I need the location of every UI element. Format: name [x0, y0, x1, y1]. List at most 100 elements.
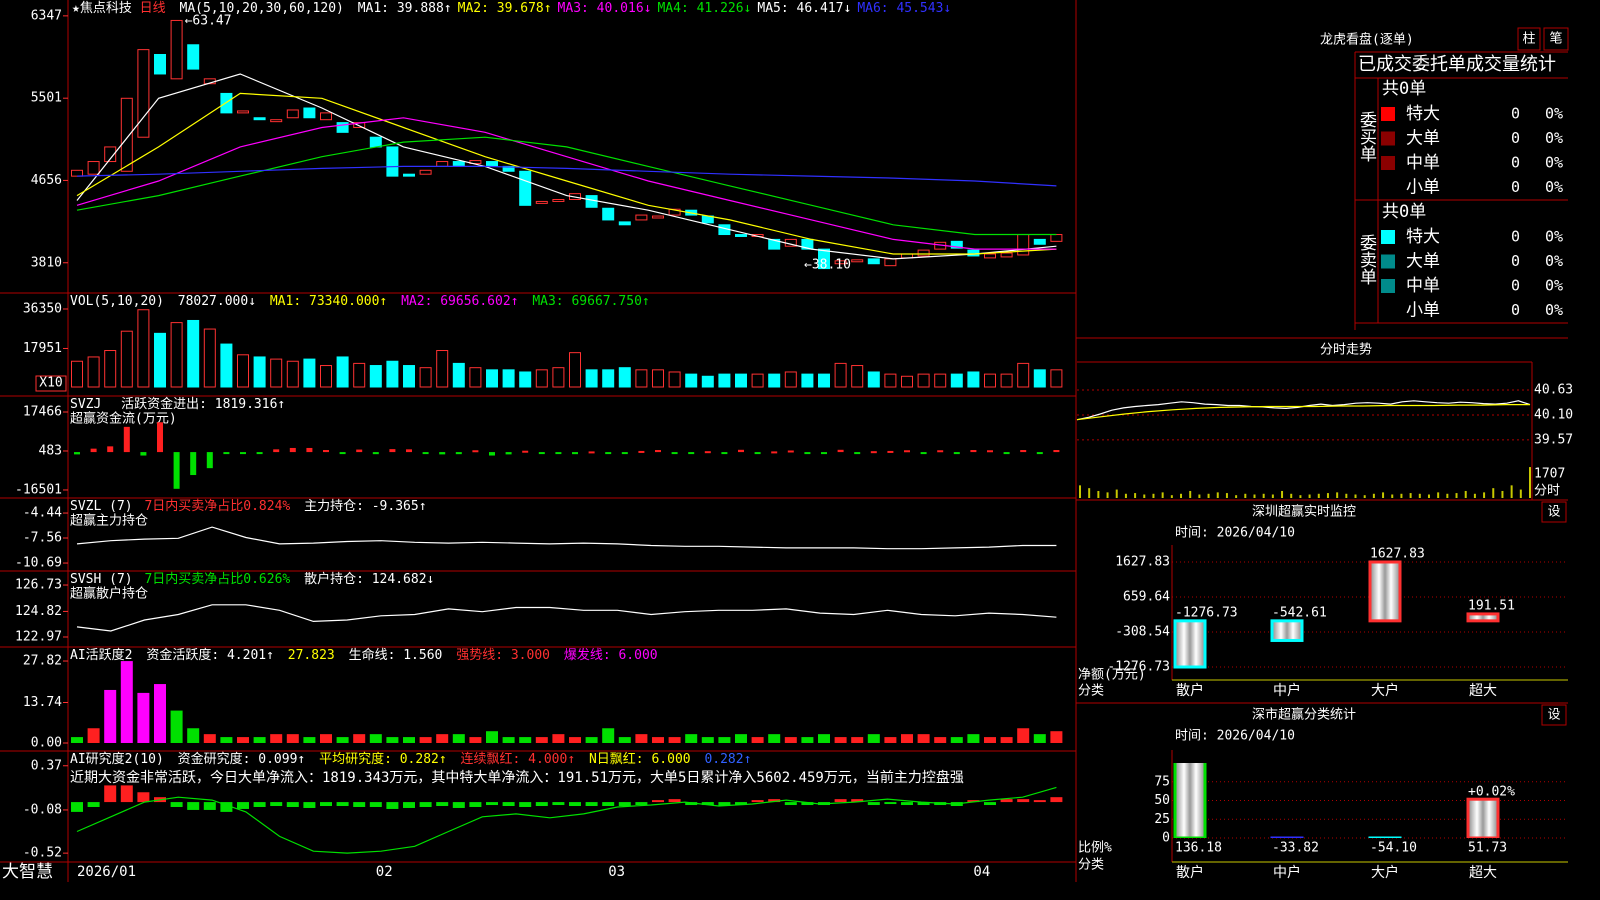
ai-life: 生命线: 1.560 [349, 647, 443, 663]
ai-burst: 爆发线: 6.000 [564, 647, 658, 663]
flow-bar [754, 452, 761, 455]
activity-bar [585, 737, 598, 743]
flow-bar [970, 450, 977, 453]
y-tick-label: 0 [1162, 831, 1170, 846]
flow-bar [372, 452, 379, 455]
y-tick-label: 13.74 [23, 695, 62, 710]
vol-ma: MA2: 69656.602↑ [401, 294, 518, 309]
value-label: 1627.83 [1370, 547, 1425, 562]
flow-bar [223, 452, 230, 455]
flow-bar [439, 452, 446, 455]
volume-bar [170, 322, 183, 388]
volume-bar [137, 309, 150, 388]
volume-bar [253, 356, 266, 388]
volume-bar [237, 354, 249, 388]
y-tick-label: 40.63 [1534, 382, 1573, 397]
order-pct: 0% [1545, 129, 1563, 147]
svzl-label: SVZL (7) [70, 499, 133, 514]
order-type: 中单 [1406, 153, 1440, 173]
activity-bar [834, 737, 847, 743]
y-tick-label: 40.10 [1534, 407, 1573, 422]
activity-bar [502, 737, 515, 743]
activity-bar [967, 734, 980, 743]
ma-item: MA1: 39.888↑ [358, 1, 452, 16]
order-title: 龙虎看盘(逐单) [1320, 32, 1414, 48]
monitor-xlabel: 分类 [1078, 684, 1104, 699]
volume-bar [1017, 362, 1030, 388]
candle [303, 107, 316, 119]
activity-bar [519, 737, 532, 743]
y-tick-label: -7.56 [23, 531, 62, 546]
activity-bar [801, 737, 814, 743]
research-bar [901, 802, 913, 806]
x-tick-label: 04 [973, 864, 990, 880]
research-bar [403, 802, 415, 808]
volume-bar [685, 373, 698, 388]
research-bar [585, 802, 598, 807]
research-header: AI研究度2(10) 资金研究度: 0.099↑ 平均研究度: 0.282↑ 连… [70, 751, 751, 767]
candle [917, 249, 930, 257]
volume-bar [602, 369, 615, 388]
candle [336, 122, 349, 133]
volume-bar [336, 356, 349, 388]
candle [834, 260, 847, 265]
activity-bar [353, 734, 366, 743]
research-bar [203, 802, 216, 810]
volume-bar [320, 365, 332, 388]
volume-bar [1050, 369, 1063, 388]
research-bar [801, 802, 814, 806]
y-tick-label: -10.69 [15, 556, 62, 571]
category-label: 散户 [1176, 682, 1204, 699]
y-tick-label: -0.52 [23, 846, 62, 861]
volume-bar [618, 367, 631, 388]
intraday-title: 分时走势 [1320, 342, 1372, 358]
svsh-label: SVSH (7) [70, 572, 133, 587]
research-bar [452, 802, 465, 808]
activity-bar [784, 737, 797, 743]
category-label: 散户 [1176, 864, 1204, 881]
order-type: 大单 [1406, 252, 1440, 272]
flow-bar [704, 451, 711, 454]
settings-button[interactable]: 设 [1547, 505, 1560, 520]
order-type: 特大 [1406, 227, 1440, 247]
monitor-time: 时间: 2026/04/10 [1175, 526, 1295, 541]
chart-button[interactable]: 笔 [1549, 31, 1562, 47]
y-tick-label: 5501 [31, 91, 62, 106]
category-bar [1173, 619, 1207, 669]
flow-bar [356, 449, 363, 453]
activity-bar [87, 728, 100, 743]
volume-bar [386, 360, 399, 388]
stats-xlabel: 分类 [1078, 858, 1104, 873]
volume-bar [801, 373, 814, 388]
y-tick-label: -1276.73 [1107, 660, 1170, 675]
research-bar [436, 802, 449, 807]
settings-button[interactable]: 设 [1547, 708, 1560, 723]
chart-button[interactable]: 柱 [1522, 32, 1535, 47]
ai-label: AI活跃度2 [70, 647, 132, 663]
flow-bar [555, 452, 562, 455]
ma-item: MA2: 39.678↑ [458, 1, 552, 16]
flow-bar [505, 452, 512, 455]
stats-title: 深市超赢分类统计 [1252, 707, 1356, 723]
research-average: 平均研究度: 0.282↑ [319, 751, 447, 767]
order-pct: 0% [1545, 252, 1563, 270]
volume-bar [486, 369, 498, 388]
research-bar [685, 802, 698, 806]
research-bar [884, 802, 897, 805]
vol-unit: X10 [39, 376, 62, 391]
volume-bar [535, 369, 548, 388]
volume-bar [419, 367, 432, 388]
research-bar [618, 802, 631, 807]
ma-item: MA5: 46.417↓ [757, 1, 851, 16]
research-bar [137, 792, 150, 803]
candle [170, 19, 183, 80]
volume-bar [652, 369, 664, 388]
vol-ma: MA3: 69667.750↑ [532, 294, 649, 309]
research-bar [353, 802, 366, 807]
flow-bar [306, 447, 313, 453]
volume-bar [735, 373, 747, 388]
swatch [1381, 279, 1395, 293]
volume-bar [751, 373, 764, 388]
value-label: 191.51 [1468, 598, 1515, 613]
